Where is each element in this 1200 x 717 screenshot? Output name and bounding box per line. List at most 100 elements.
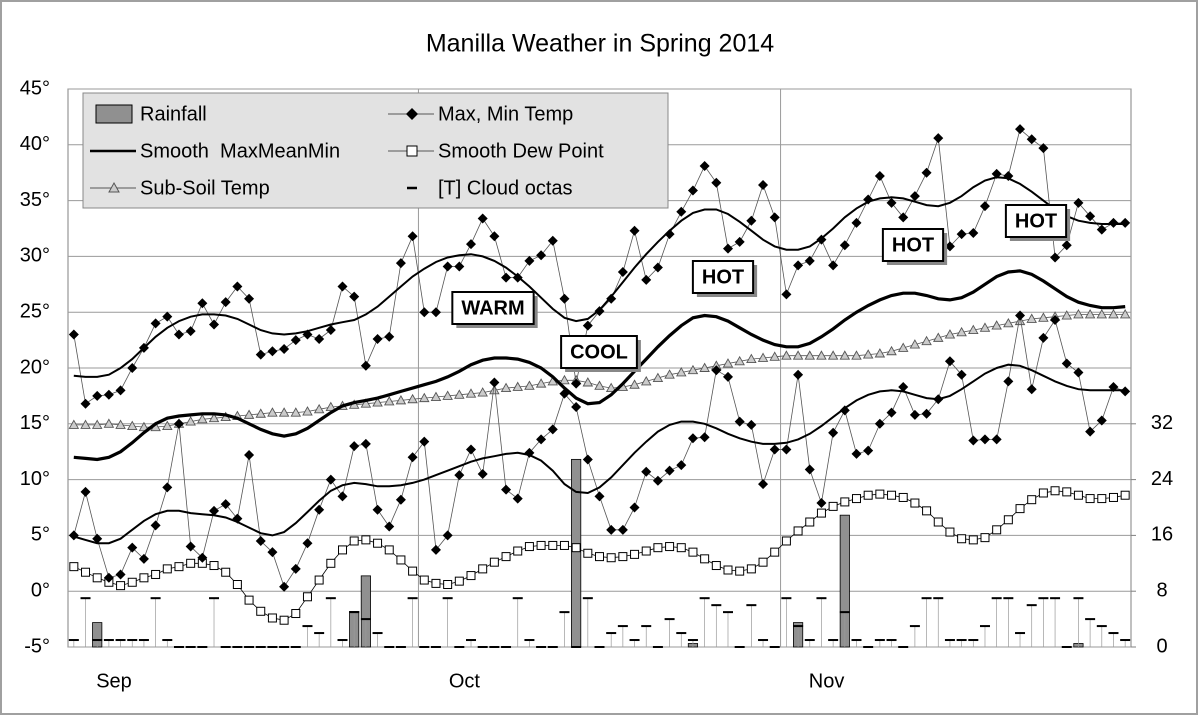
dew-marker [361, 535, 371, 545]
soil-marker [1014, 315, 1026, 326]
temp-marker [150, 520, 161, 531]
temp-marker [1096, 224, 1107, 235]
dew-marker [232, 580, 242, 590]
soil-marker [465, 388, 477, 398]
annotation-label: HOT [702, 266, 744, 288]
temp-marker [267, 547, 278, 558]
temp-marker [956, 369, 967, 380]
temp-marker [991, 168, 1002, 179]
temp-marker [197, 298, 208, 309]
soil-marker [535, 378, 547, 388]
x-tick-label: Oct [449, 670, 481, 692]
temp-marker [466, 239, 477, 250]
soil-marker [68, 419, 80, 429]
temp-marker [839, 405, 850, 416]
soil-marker [1003, 317, 1014, 328]
soil-marker [699, 362, 710, 372]
temp-marker [968, 435, 979, 446]
soil-marker [185, 416, 196, 426]
dew-marker [1108, 492, 1118, 502]
soil-marker [594, 380, 605, 390]
temp-marker [255, 535, 266, 546]
y-tick-label: 30° [20, 245, 50, 267]
dew-marker [443, 580, 453, 590]
temp-marker [115, 569, 126, 580]
soil-marker [781, 350, 792, 360]
temp-marker [173, 329, 184, 340]
legend-box [82, 92, 669, 209]
dew-marker [244, 595, 254, 605]
dew-marker [1038, 488, 1048, 498]
temp-marker [454, 261, 465, 272]
soil-marker [862, 349, 874, 359]
temp-marker [676, 206, 687, 217]
temp-marker [419, 307, 430, 318]
soil-marker [243, 409, 255, 419]
smooth-mean-line [73, 269, 1126, 462]
temp-marker [1026, 384, 1037, 395]
dew-marker [314, 575, 324, 585]
temp-marker [360, 360, 371, 371]
soil-marker [500, 382, 512, 393]
soil-marker [932, 332, 944, 342]
dew-marker [267, 613, 277, 623]
dew-marker [373, 538, 383, 548]
annotation-label: COOL [570, 341, 628, 363]
temp-marker [1050, 315, 1061, 326]
temp-marker [547, 235, 558, 246]
dew-marker [69, 562, 79, 572]
temp-marker [477, 469, 488, 480]
temp-marker [209, 319, 220, 330]
dew-marker [770, 547, 780, 557]
soil-marker [1096, 309, 1108, 319]
temp-marker [617, 524, 628, 535]
soil-marker [746, 353, 757, 364]
annotation: HOT [1004, 204, 1071, 241]
temp-marker [886, 197, 897, 208]
soil-marker [325, 401, 337, 412]
legend-label: Smooth Dew Point [438, 140, 604, 162]
temp-marker [80, 486, 91, 497]
dew-marker [910, 498, 920, 508]
dew-marker [302, 592, 312, 602]
temp-marker [115, 385, 126, 396]
soil-marker [91, 419, 103, 429]
temp-marker [1073, 197, 1084, 208]
temp-marker [722, 371, 733, 382]
temp-marker [582, 454, 593, 465]
soil-marker [816, 350, 827, 360]
dew-marker [957, 534, 967, 544]
temp-marker [279, 581, 290, 592]
soil-marker [722, 358, 734, 368]
dew-marker [186, 558, 196, 568]
soil-marker [605, 382, 617, 393]
soil-marker [419, 392, 430, 403]
soil-marker [489, 384, 500, 395]
y2-tick-label: 32 [1151, 412, 1173, 434]
soil-marker [921, 335, 932, 346]
dew-marker [980, 533, 990, 543]
temp-marker [921, 408, 932, 419]
y-tick-label: 20° [20, 356, 50, 378]
temp-marker [921, 167, 932, 178]
temp-marker [804, 464, 815, 475]
y-tick-label: 5° [31, 524, 50, 546]
temp-marker [1050, 252, 1061, 263]
temp-marker [758, 179, 769, 190]
dew-marker [162, 564, 172, 574]
soil-marker [734, 355, 745, 366]
soil-marker [851, 350, 862, 360]
temp-marker [138, 553, 149, 564]
soil-marker [687, 364, 699, 375]
soil-marker [372, 397, 383, 407]
temp-marker [372, 333, 383, 344]
temp-marker [816, 498, 827, 509]
temp-marker [606, 293, 617, 304]
dew-marker [816, 508, 826, 518]
annotation-label: HOT [1015, 210, 1057, 232]
temp-marker [699, 161, 710, 172]
soil-marker [991, 320, 1002, 330]
temp-marker [454, 470, 465, 481]
soil-marker [524, 380, 535, 390]
soil-marker [979, 322, 991, 332]
